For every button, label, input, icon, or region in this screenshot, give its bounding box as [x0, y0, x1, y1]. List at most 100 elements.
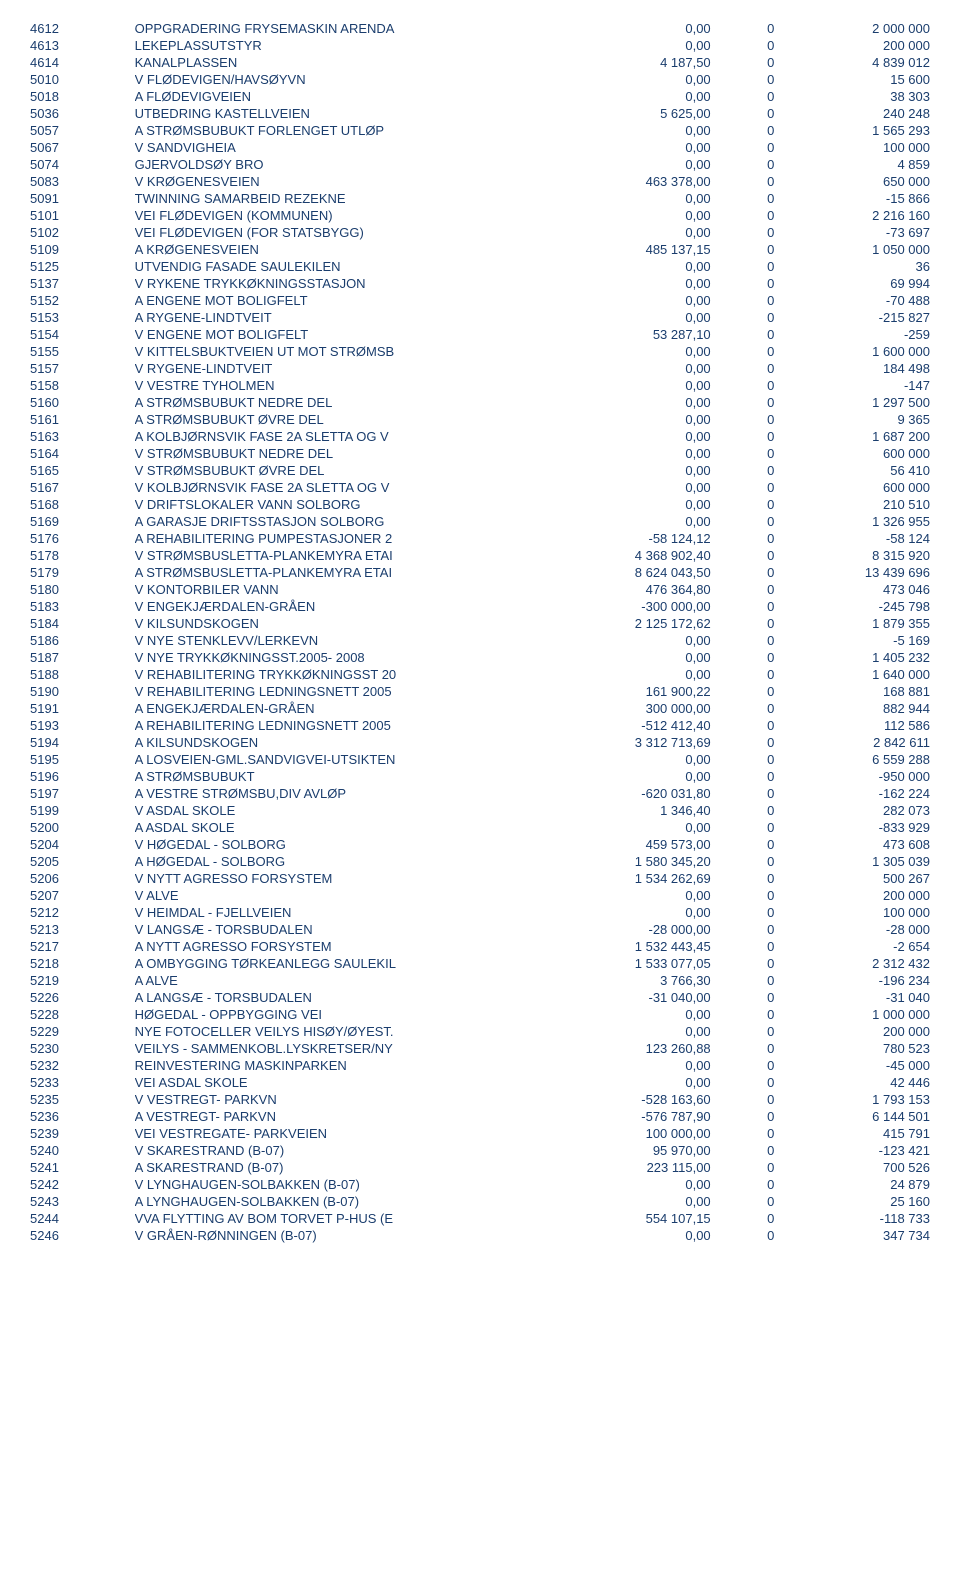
cell-value2: 0	[721, 734, 805, 751]
cell-value3: 100 000	[804, 904, 930, 921]
cell-value1: 53 287,10	[553, 326, 720, 343]
cell-description: A STRØMSBUSLETTA-PLANKEMYRA ETAI	[135, 564, 554, 581]
cell-value1: 0,00	[553, 139, 720, 156]
cell-value2: 0	[721, 853, 805, 870]
cell-value3: 1 879 355	[804, 615, 930, 632]
table-row: 5199V ASDAL SKOLE1 346,400282 073	[30, 802, 930, 819]
cell-value3: 200 000	[804, 887, 930, 904]
table-row: 5067V SANDVIGHEIA0,000100 000	[30, 139, 930, 156]
cell-description: A STRØMSBUBUKT NEDRE DEL	[135, 394, 554, 411]
cell-code: 5102	[30, 224, 135, 241]
cell-value2: 0	[721, 71, 805, 88]
cell-description: VEI VESTREGATE- PARKVEIEN	[135, 1125, 554, 1142]
cell-value1: 0,00	[553, 1193, 720, 1210]
table-row: 5229NYE FOTOCELLER VEILYS HISØY/ØYEST.0,…	[30, 1023, 930, 1040]
cell-value1: -512 412,40	[553, 717, 720, 734]
cell-code: 5158	[30, 377, 135, 394]
cell-value3: 415 791	[804, 1125, 930, 1142]
cell-value2: 0	[721, 1108, 805, 1125]
cell-value3: -15 866	[804, 190, 930, 207]
cell-description: A FLØDEVIGVEIEN	[135, 88, 554, 105]
cell-code: 5193	[30, 717, 135, 734]
cell-value2: 0	[721, 615, 805, 632]
cell-value2: 0	[721, 1142, 805, 1159]
cell-description: A OMBYGGING TØRKEANLEGG SAULEKIL	[135, 955, 554, 972]
table-row: 5244VVA FLYTTING AV BOM TORVET P-HUS (E5…	[30, 1210, 930, 1227]
cell-value3: -45 000	[804, 1057, 930, 1074]
cell-value2: 0	[721, 54, 805, 71]
cell-value3: -70 488	[804, 292, 930, 309]
table-row: 5243A LYNGHAUGEN-SOLBAKKEN (B-07)0,00025…	[30, 1193, 930, 1210]
cell-code: 5101	[30, 207, 135, 224]
cell-code: 5109	[30, 241, 135, 258]
cell-description: V KONTORBILER VANN	[135, 581, 554, 598]
table-row: 5165V STRØMSBUBUKT ØVRE DEL0,00056 410	[30, 462, 930, 479]
cell-value3: -215 827	[804, 309, 930, 326]
table-row: 5212V HEIMDAL - FJELLVEIEN0,000100 000	[30, 904, 930, 921]
cell-value1: -300 000,00	[553, 598, 720, 615]
cell-description: NYE FOTOCELLER VEILYS HISØY/ØYEST.	[135, 1023, 554, 1040]
cell-code: 5165	[30, 462, 135, 479]
cell-code: 5240	[30, 1142, 135, 1159]
cell-description: A VESTRE STRØMSBU,DIV AVLØP	[135, 785, 554, 802]
table-row: 5230VEILYS - SAMMENKOBL.LYSKRETSER/NY123…	[30, 1040, 930, 1057]
table-row: 5184V KILSUNDSKOGEN2 125 172,6201 879 35…	[30, 615, 930, 632]
cell-code: 5228	[30, 1006, 135, 1023]
cell-value1: 0,00	[553, 887, 720, 904]
table-row: 5137V RYKENE TRYKKØKNINGSSTASJON0,00069 …	[30, 275, 930, 292]
cell-description: LEKEPLASSUTSTYR	[135, 37, 554, 54]
table-row: 5168V DRIFTSLOKALER VANN SOLBORG0,000210…	[30, 496, 930, 513]
cell-code: 5163	[30, 428, 135, 445]
table-row: 5193A REHABILITERING LEDNINGSNETT 2005-5…	[30, 717, 930, 734]
cell-value2: 0	[721, 20, 805, 37]
table-row: 5169A GARASJE DRIFTSSTASJON SOLBORG0,000…	[30, 513, 930, 530]
cell-value2: 0	[721, 241, 805, 258]
cell-code: 5180	[30, 581, 135, 598]
cell-value3: 6 559 288	[804, 751, 930, 768]
cell-value3: 42 446	[804, 1074, 930, 1091]
cell-code: 5186	[30, 632, 135, 649]
cell-value1: 0,00	[553, 343, 720, 360]
cell-value1: 4 187,50	[553, 54, 720, 71]
cell-value1: 0,00	[553, 428, 720, 445]
table-row: 5240V SKARESTRAND (B-07)95 970,000-123 4…	[30, 1142, 930, 1159]
cell-description: V SKARESTRAND (B-07)	[135, 1142, 554, 1159]
cell-description: V DRIFTSLOKALER VANN SOLBORG	[135, 496, 554, 513]
table-row: 5235V VESTREGT- PARKVN-528 163,6001 793 …	[30, 1091, 930, 1108]
cell-value1: 0,00	[553, 479, 720, 496]
cell-value3: 1 050 000	[804, 241, 930, 258]
cell-value1: -620 031,80	[553, 785, 720, 802]
cell-value1: 0,00	[553, 1074, 720, 1091]
cell-description: A SKARESTRAND (B-07)	[135, 1159, 554, 1176]
cell-description: UTVENDIG FASADE SAULEKILEN	[135, 258, 554, 275]
cell-value3: -147	[804, 377, 930, 394]
cell-value2: 0	[721, 411, 805, 428]
cell-value2: 0	[721, 700, 805, 717]
cell-description: VEI ASDAL SKOLE	[135, 1074, 554, 1091]
cell-value3: 882 944	[804, 700, 930, 717]
cell-code: 5153	[30, 309, 135, 326]
cell-value3: 8 315 920	[804, 547, 930, 564]
cell-value2: 0	[721, 581, 805, 598]
cell-description: VVA FLYTTING AV BOM TORVET P-HUS (E	[135, 1210, 554, 1227]
cell-description: A STRØMSBUBUKT ØVRE DEL	[135, 411, 554, 428]
cell-description: V KITTELSBUKTVEIEN UT MOT STRØMSB	[135, 343, 554, 360]
cell-value3: 2 000 000	[804, 20, 930, 37]
cell-value3: 650 000	[804, 173, 930, 190]
cell-code: 4613	[30, 37, 135, 54]
cell-code: 5152	[30, 292, 135, 309]
table-row: 5152A ENGENE MOT BOLIGFELT0,000-70 488	[30, 292, 930, 309]
cell-value3: 4 859	[804, 156, 930, 173]
cell-value2: 0	[721, 207, 805, 224]
cell-value1: 463 378,00	[553, 173, 720, 190]
cell-value3: 38 303	[804, 88, 930, 105]
cell-description: A ASDAL SKOLE	[135, 819, 554, 836]
table-row: 5206V NYTT AGRESSO FORSYSTEM1 534 262,69…	[30, 870, 930, 887]
cell-code: 5194	[30, 734, 135, 751]
cell-value1: 0,00	[553, 292, 720, 309]
cell-code: 5219	[30, 972, 135, 989]
table-row: 5125UTVENDIG FASADE SAULEKILEN0,00036	[30, 258, 930, 275]
cell-code: 5057	[30, 122, 135, 139]
cell-description: HØGEDAL - OPPBYGGING VEI	[135, 1006, 554, 1023]
cell-code: 5074	[30, 156, 135, 173]
